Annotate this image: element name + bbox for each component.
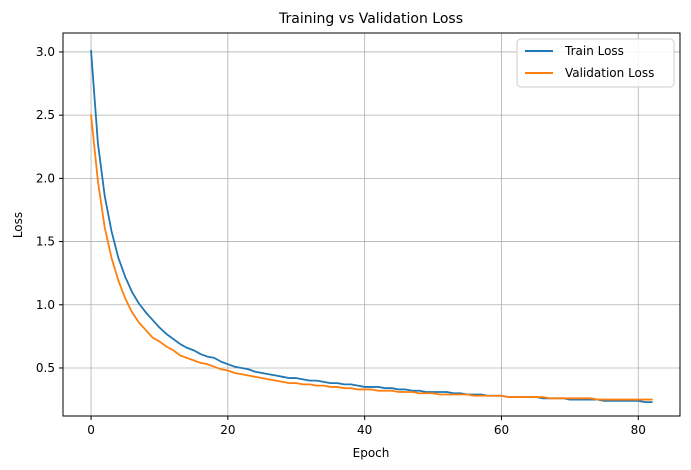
legend: Train Loss Validation Loss bbox=[516, 38, 675, 88]
y-tick-label: 0.5 bbox=[36, 361, 55, 375]
x-tick-label: 0 bbox=[87, 423, 95, 437]
validation-loss-line bbox=[90, 114, 653, 401]
y-tick-label: 2.5 bbox=[36, 108, 55, 122]
legend-validation-label: Validation Loss bbox=[565, 66, 654, 80]
series-layer bbox=[90, 49, 653, 404]
x-tick-label: 60 bbox=[494, 423, 509, 437]
x-axis-label: Epoch bbox=[353, 446, 390, 460]
legend-box bbox=[516, 38, 675, 88]
y-tick-label: 2.0 bbox=[36, 171, 55, 185]
tick-layer: 0 20 40 60 80 0.5 1.0 1.5 2.0 2.5 3.0 bbox=[36, 45, 646, 437]
x-tick-label: 40 bbox=[357, 423, 372, 437]
y-tick-label: 3.0 bbox=[36, 45, 55, 59]
x-tick-label: 80 bbox=[631, 423, 646, 437]
x-tick-label: 20 bbox=[220, 423, 235, 437]
y-tick-label: 1.0 bbox=[36, 298, 55, 312]
chart-title: Training vs Validation Loss bbox=[278, 11, 463, 27]
legend-train-label: Train Loss bbox=[564, 44, 624, 58]
plot-frame bbox=[62, 32, 681, 417]
y-axis-label: Loss bbox=[11, 212, 25, 238]
y-tick-label: 1.5 bbox=[36, 235, 55, 249]
